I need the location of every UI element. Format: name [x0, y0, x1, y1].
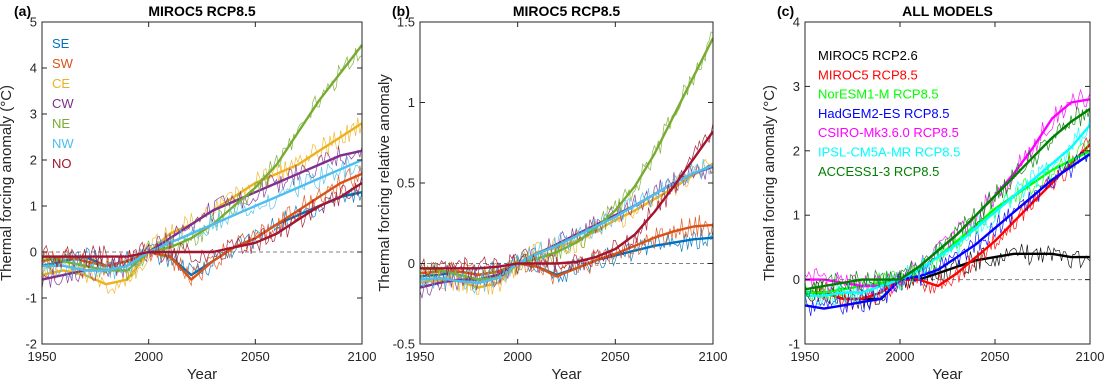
legend-entry: NE — [52, 116, 70, 131]
panel-letter: (a) — [14, 3, 31, 19]
panel-1: 1950 2000 2050 2100 -2 -1 0 1 2 3 4 5 Year Thermal fo… — [0, 3, 376, 383]
series-annual-line-access1-3-rcp8-5 — [805, 106, 1090, 299]
y-tick-label: 1.5 — [397, 15, 415, 30]
y-tick-label: -1 — [25, 291, 37, 306]
panel-title: MIROC5 RCP8.5 — [513, 3, 621, 19]
legend-entry: SE — [52, 36, 70, 51]
y-tick-label: 0 — [793, 272, 800, 287]
legend-entry: NorESM1-M RCP8.5 — [818, 87, 939, 102]
series-annual-line-series-7 — [420, 122, 713, 280]
axes-frame — [41, 21, 363, 345]
panel-title: MIROC5 RCP8.5 — [148, 3, 256, 19]
legend-entry: SW — [52, 56, 74, 71]
y-axis-label: Thermal forcing anomaly (°C) — [0, 85, 15, 281]
series-line-access1-3-rcp8-5 — [805, 107, 1090, 291]
legend-entry: NO — [52, 156, 72, 171]
x-tick-label: 2100 — [348, 349, 377, 364]
y-tick-label: -2 — [25, 337, 37, 352]
panel-2: 1950 2000 2050 2100 -0.5 0 0.5 1 1.5 Year Thermal … — [376, 3, 727, 383]
legend: SE SW CE CW NE NW NO — [52, 36, 74, 171]
legend-entry: HadGEM2-ES RCP8.5 — [818, 106, 950, 121]
x-tick-label: 1950 — [791, 349, 820, 364]
y-tick-label: -1 — [788, 337, 800, 352]
x-tick-label: 2100 — [1076, 349, 1105, 364]
y-tick-label: 1 — [408, 95, 415, 110]
series-line-series-7 — [420, 130, 713, 270]
series-line-miroc5-rcp8-5 — [805, 143, 1090, 301]
series-annual-line-se — [42, 187, 362, 278]
legend-entry: ACCESS1-3 RCP8.5 — [818, 164, 939, 179]
x-tick-label: 2050 — [981, 349, 1010, 364]
y-tick-label: 3 — [30, 107, 37, 122]
series-line-ipsl-cm5a-mr-rcp8-5 — [805, 124, 1090, 297]
y-tick-label: 0 — [408, 256, 415, 271]
y-tick-label: 0.5 — [397, 176, 415, 191]
y-tick-label: 1 — [793, 208, 800, 223]
series-line-noresm1-m-rcp8-5 — [805, 149, 1090, 294]
legend-entry: NW — [52, 136, 74, 151]
y-tick-label: 2 — [793, 143, 800, 158]
x-tick-label: 1950 — [406, 349, 435, 364]
panel-letter: (c) — [777, 3, 794, 19]
y-tick-label: 1 — [30, 199, 37, 214]
legend-entry: MIROC5 RCP8.5 — [818, 67, 918, 82]
axes-frame — [804, 21, 1091, 345]
panel-3: 1950 2000 2050 2100 -1 0 1 2 3 4 Year Thermal forci… — [761, 3, 1104, 383]
plot-area — [42, 22, 362, 344]
series-group — [420, 31, 713, 299]
y-axis-label: Thermal forcing anomaly (°C) — [761, 85, 778, 281]
legend-entry: CW — [52, 96, 74, 111]
x-tick-label: 2000 — [503, 349, 532, 364]
series-annual-line-ipsl-cm5a-mr-rcp8-5 — [805, 114, 1090, 306]
series-line-ne — [42, 44, 362, 272]
series-line-series-6 — [420, 164, 713, 284]
series-line-hadgem2-es-rcp8-5 — [805, 153, 1090, 310]
series-line-no — [42, 181, 362, 258]
x-axis-label: Year — [932, 366, 962, 383]
series-group — [42, 44, 362, 295]
x-axis-label: Year — [551, 366, 581, 383]
legend-entry: IPSL-CM5A-MR RCP8.5 — [818, 145, 960, 160]
series-group — [805, 88, 1090, 317]
y-tick-label: 2 — [30, 153, 37, 168]
y-tick-label: 5 — [30, 15, 37, 30]
legend-entry: MIROC5 RCP2.6 — [818, 48, 918, 63]
series-line-nw — [42, 158, 362, 272]
x-tick-label: 2050 — [601, 349, 630, 364]
x-tick-label: 1950 — [28, 349, 57, 364]
x-tick-label: 2000 — [886, 349, 915, 364]
legend-entry: CSIRO-Mk3.6.0 RCP8.5 — [818, 125, 959, 140]
series-line-sw — [42, 172, 362, 281]
panel-letter: (b) — [392, 3, 410, 19]
panel-title: ALL MODELS — [902, 3, 993, 19]
y-tick-label: -0.5 — [393, 337, 415, 352]
x-axis-label: Year — [187, 366, 217, 383]
x-tick-label: 2100 — [699, 349, 728, 364]
series-annual-line-nw — [42, 156, 362, 280]
y-tick-label: 4 — [30, 61, 37, 76]
x-tick-label: 2050 — [241, 349, 270, 364]
x-tick-label: 2000 — [134, 349, 163, 364]
y-axis-label: Thermal forcing relative anomaly — [376, 74, 393, 292]
series-line-series-2 — [420, 223, 713, 278]
y-tick-label: 3 — [793, 79, 800, 94]
y-tick-label: 4 — [793, 15, 800, 30]
plot-area — [420, 22, 713, 344]
legend-entry: CE — [52, 76, 70, 91]
y-tick-label: 0 — [30, 245, 37, 260]
legend: MIROC5 RCP2.6 MIROC5 RCP8.5 NorESM1-M RCP8… — [818, 48, 960, 179]
series-annual-line-hadgem2-es-rcp8-5 — [805, 151, 1090, 317]
